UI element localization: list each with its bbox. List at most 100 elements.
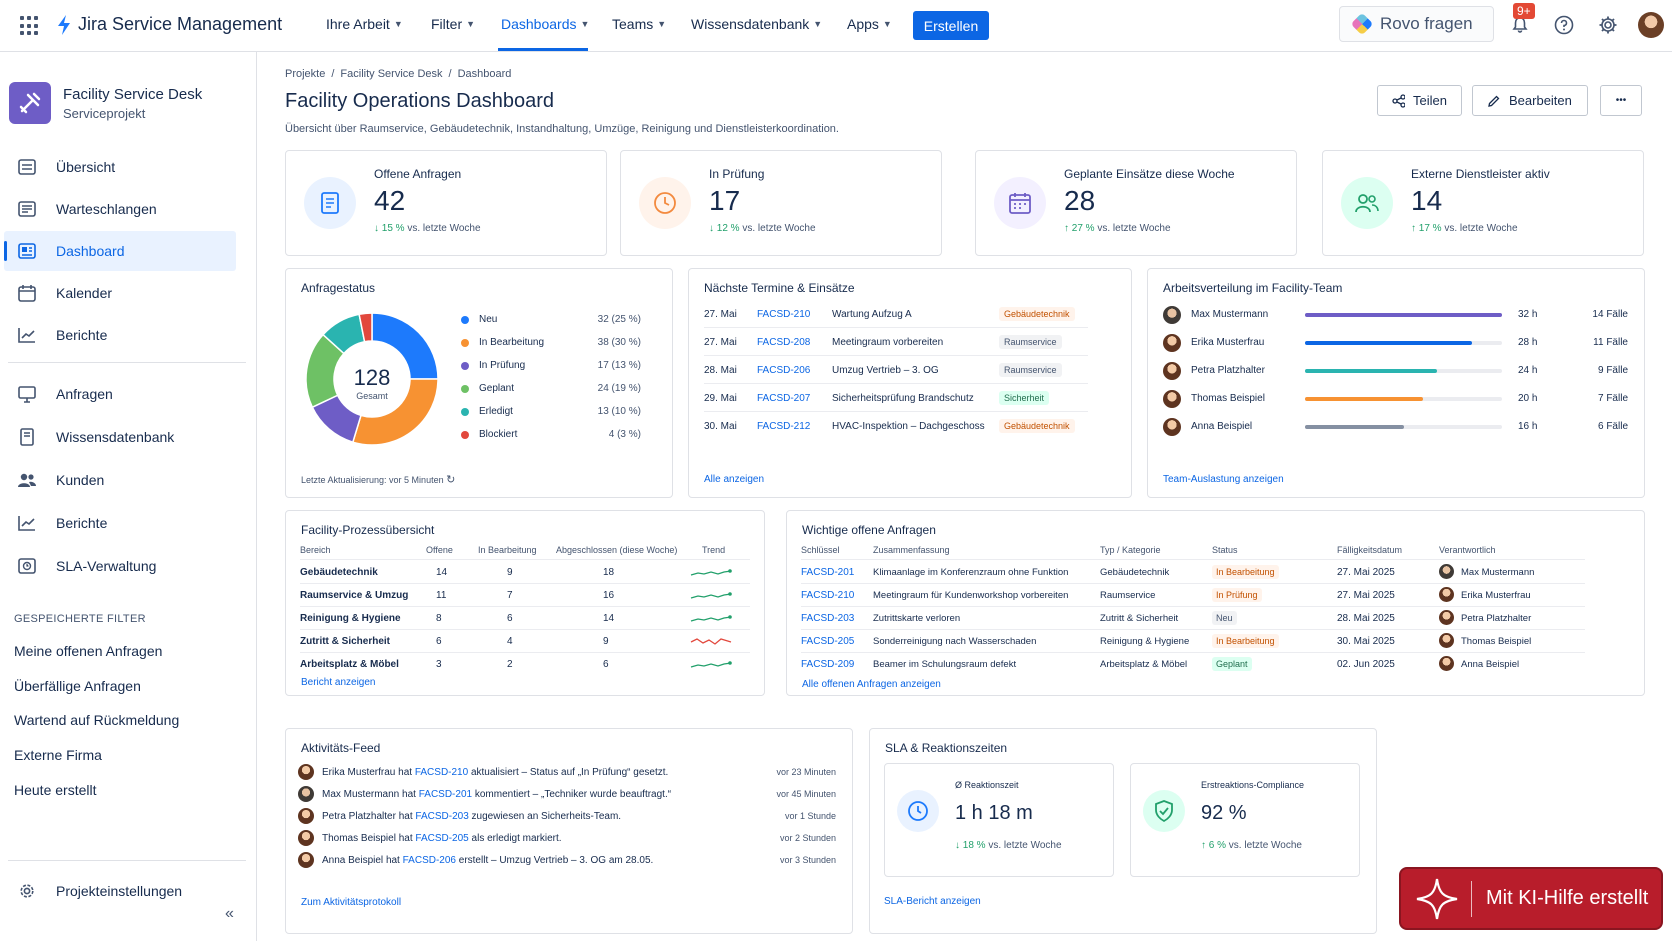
nav-dashboards[interactable]: Dashboards ▼ bbox=[501, 16, 589, 32]
sidebar-item-wissensdatenbank[interactable]: Wissensdatenbank bbox=[4, 417, 236, 457]
app-switcher-icon[interactable] bbox=[20, 16, 40, 36]
kpi-card-open-requests[interactable]: Offene Anfragen 42 ↓ 15 % vs. letzte Woc… bbox=[285, 150, 607, 256]
breadcrumb-dashboard[interactable]: Dashboard bbox=[457, 68, 512, 80]
request-key-link[interactable]: FACSD-210 bbox=[801, 590, 855, 601]
team-workload-card: Arbeitsverteilung im Facility-Team Max M… bbox=[1147, 268, 1645, 498]
process-in-progress: 6 bbox=[507, 613, 513, 624]
appointment-key-link[interactable]: FACSD-206 bbox=[757, 365, 811, 376]
rovo-search-button[interactable]: Rovo fragen bbox=[1339, 6, 1494, 42]
project-header[interactable]: Facility Service Desk Serviceprojekt bbox=[9, 82, 202, 124]
sidebar-item-kunden[interactable]: Kunden bbox=[4, 460, 236, 500]
request-summary: Sonderreinigung nach Wasserschaden bbox=[873, 636, 1037, 647]
filter-ueberfaellige-anfragen[interactable]: Überfällige Anfragen bbox=[14, 678, 141, 694]
filter-wartend-auf-rueckmeldung[interactable]: Wartend auf Rückmeldung bbox=[14, 712, 180, 728]
member-hours: 16 h bbox=[1518, 421, 1538, 432]
nav-wissensdatenbank[interactable]: Wissensdatenbank ▼ bbox=[691, 16, 822, 32]
sidebar-item-warteschlangen[interactable]: Warteschlangen bbox=[4, 189, 236, 229]
team-utilization-link[interactable]: Team-Auslastung anzeigen bbox=[1163, 474, 1284, 485]
sparkle-icon bbox=[1416, 878, 1458, 919]
sla-report-link[interactable]: SLA-Bericht anzeigen bbox=[884, 896, 981, 907]
appointment-key-link[interactable]: FACSD-208 bbox=[757, 337, 811, 348]
sidebar-item-berichte[interactable]: Berichte bbox=[4, 315, 236, 355]
column-header: Offene bbox=[426, 545, 453, 555]
breadcrumb-projekte[interactable]: Projekte bbox=[285, 68, 326, 80]
donut-slice-blockiert[interactable] bbox=[358, 312, 373, 343]
category-tag: Raumservice bbox=[999, 335, 1062, 349]
activity-issue-link[interactable]: FACSD-201 bbox=[418, 789, 473, 800]
column-header: Schlüssel bbox=[801, 545, 840, 555]
sidebar-item-sla-verwaltung[interactable]: SLA-Verwaltung bbox=[4, 546, 236, 586]
user-avatar[interactable] bbox=[1638, 12, 1664, 38]
settings-gear-icon[interactable] bbox=[1597, 14, 1619, 36]
request-key-link[interactable]: FACSD-205 bbox=[801, 636, 855, 647]
request-key-link[interactable]: FACSD-203 bbox=[801, 613, 855, 624]
legend-label: In Bearbeitung bbox=[479, 337, 545, 348]
member-cases: 11 Fälle bbox=[1593, 337, 1628, 348]
kpi-trend: ↑ 17 % vs. letzte Woche bbox=[1411, 223, 1518, 234]
nav-teams[interactable]: Teams ▼ bbox=[612, 16, 666, 32]
activity-log-link[interactable]: Zum Aktivitätsprotokoll bbox=[301, 897, 402, 908]
show-all-appointments-link[interactable]: Alle anzeigen bbox=[704, 474, 765, 485]
kpi-card-external-providers[interactable]: Externe Dienstleister aktiv 14 ↑ 17 % vs… bbox=[1322, 150, 1644, 256]
workload-bar bbox=[1305, 369, 1502, 373]
create-button[interactable]: Erstellen bbox=[913, 11, 989, 40]
filter-meine-offenen-anfragen[interactable]: Meine offenen Anfragen bbox=[14, 643, 163, 659]
appointment-key-link[interactable]: FACSD-210 bbox=[757, 309, 811, 320]
sidebar-item-kalender[interactable]: Kalender bbox=[4, 273, 236, 313]
refresh-icon[interactable]: ↻ bbox=[446, 474, 456, 486]
activity-time: vor 23 Minuten bbox=[776, 767, 836, 777]
project-type: Serviceprojekt bbox=[63, 105, 146, 121]
nav-ihre-arbeit[interactable]: Ihre Arbeit ▼ bbox=[326, 16, 403, 32]
card-title: Facility-Prozessübersicht bbox=[301, 523, 435, 537]
activity-issue-link[interactable]: FACSD-206 bbox=[402, 855, 456, 866]
card-title: Wichtige offene Anfragen bbox=[802, 523, 936, 537]
edit-button[interactable]: Bearbeiten bbox=[1472, 85, 1588, 116]
breadcrumb-project[interactable]: Facility Service Desk bbox=[340, 68, 443, 80]
product-logo[interactable]: Jira Service Management bbox=[56, 14, 282, 35]
filter-heute-erstellt[interactable]: Heute erstellt bbox=[14, 782, 97, 798]
share-button[interactable]: Teilen bbox=[1377, 85, 1462, 116]
kpi-label: In Prüfung bbox=[709, 167, 765, 181]
member-hours: 32 h bbox=[1518, 309, 1538, 320]
appointment-key-link[interactable]: FACSD-207 bbox=[757, 393, 811, 404]
sidebar-item-uebersicht[interactable]: Übersicht bbox=[4, 147, 236, 187]
column-header: Trend bbox=[702, 545, 726, 555]
avatar bbox=[1163, 334, 1181, 352]
nav-label: Wissensdatenbank bbox=[691, 16, 810, 32]
nav-apps[interactable]: Apps ▼ bbox=[847, 16, 892, 32]
activity-issue-link[interactable]: FACSD-205 bbox=[415, 833, 469, 844]
trend-text: vs. letzte Woche bbox=[407, 223, 481, 234]
share-label: Teilen bbox=[1413, 93, 1447, 108]
activity-user: Anna Beispiel bbox=[322, 855, 384, 866]
appointment-key-link[interactable]: FACSD-212 bbox=[757, 421, 811, 432]
row-divider bbox=[300, 652, 750, 653]
queue-icon bbox=[16, 199, 38, 219]
activity-issue-link[interactable]: FACSD-210 bbox=[414, 767, 469, 778]
filter-externe-firma[interactable]: Externe Firma bbox=[14, 747, 102, 763]
request-key-link[interactable]: FACSD-209 bbox=[801, 659, 855, 670]
legend-item: In Bearbeitung 38 (30 %) bbox=[461, 337, 641, 348]
project-settings-link[interactable]: Projekteinstellungen bbox=[4, 871, 236, 911]
kpi-card-in-review[interactable]: In Prüfung 17 ↓ 12 % vs. letzte Woche bbox=[620, 150, 942, 256]
response-time-label: Ø Reaktionszeit bbox=[955, 780, 1019, 790]
nav-filter[interactable]: Filter ▼ bbox=[431, 16, 475, 32]
kpi-card-planned[interactable]: Geplante Einsätze diese Woche 28 ↑ 27 % … bbox=[975, 150, 1297, 256]
appointment-date: 30. Mai bbox=[704, 421, 737, 432]
collapse-sidebar-icon[interactable]: « bbox=[225, 905, 234, 922]
sidebar-item-berichte-2[interactable]: Berichte bbox=[4, 503, 236, 543]
help-icon[interactable] bbox=[1553, 14, 1575, 36]
nav-label: Dashboards bbox=[501, 16, 577, 32]
more-actions-button[interactable]: ••• bbox=[1600, 85, 1642, 116]
activity-issue-link[interactable]: FACSD-203 bbox=[415, 811, 469, 822]
request-key-link[interactable]: FACSD-201 bbox=[801, 567, 855, 578]
process-overview-card: Facility-Prozessübersicht Bereich Offene I… bbox=[285, 510, 765, 696]
donut-slice-in-bearbeitung[interactable] bbox=[351, 378, 439, 446]
sidebar-item-anfragen[interactable]: Anfragen bbox=[4, 374, 236, 414]
breadcrumb-separator: / bbox=[448, 68, 452, 80]
sidebar-item-dashboard[interactable]: Dashboard bbox=[4, 231, 236, 271]
all-open-requests-link[interactable]: Alle offenen Anfragen anzeigen bbox=[802, 679, 941, 690]
show-report-link[interactable]: Bericht anzeigen bbox=[301, 677, 376, 688]
process-done: 9 bbox=[603, 636, 609, 647]
activity-text: Erika Musterfrau hat FACSD-210 aktualisi… bbox=[322, 767, 668, 778]
trend-sparkline-up bbox=[690, 661, 732, 668]
